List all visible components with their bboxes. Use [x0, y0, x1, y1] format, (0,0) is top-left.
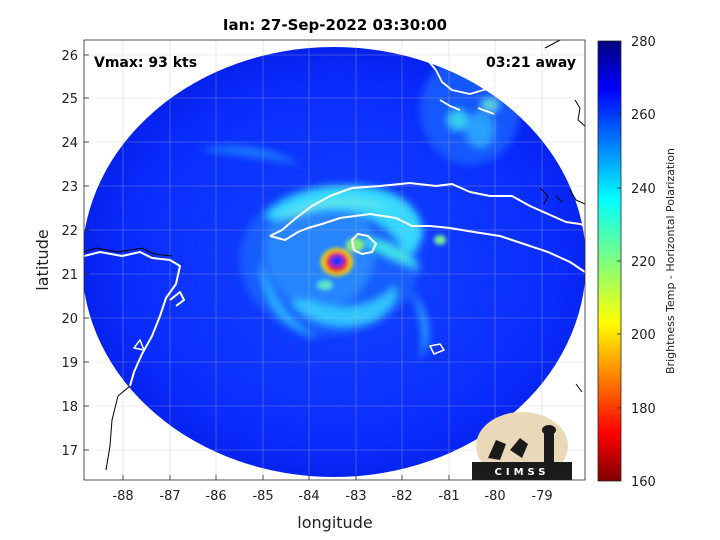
- x-tick-label: -81: [438, 489, 459, 504]
- y-tick-label: 18: [61, 400, 78, 415]
- y-tick-label: 23: [61, 180, 78, 195]
- x-axis-ticks: [122, 475, 543, 480]
- y-tick-label: 24: [61, 136, 78, 151]
- map-panel: CIMSS: [84, 40, 585, 480]
- x-tick-label: -87: [159, 489, 180, 504]
- x-tick-label: -82: [391, 489, 412, 504]
- plot-title: Ian: 27-Sep-2022 03:30:00: [223, 16, 447, 34]
- y-tick-label: 22: [61, 224, 78, 239]
- y-tick-label: 26: [61, 49, 78, 64]
- cimss-logo-text: CIMSS: [495, 467, 550, 478]
- plot-frame: [83, 39, 586, 481]
- colorbar: 280 260 240 220 200 180 160 Brightness T…: [597, 35, 677, 490]
- x-tick-label: -79: [531, 489, 552, 504]
- x-axis-label: longitude: [297, 513, 372, 532]
- y-axis-ticks: [84, 54, 89, 451]
- colorbar-tick-label: 180: [631, 402, 656, 417]
- coastline-florida-outer: [544, 40, 585, 205]
- microwave-swath: [84, 47, 585, 477]
- x-tick-label: -85: [252, 489, 273, 504]
- x-tick-label: -80: [484, 489, 505, 504]
- colorbar-label: Brightness Temp - Horizontal Polarizatio…: [664, 148, 677, 374]
- x-tick-label: -84: [298, 489, 319, 504]
- coastline-bahamas: [539, 187, 583, 393]
- x-tick-label: -86: [205, 489, 226, 504]
- colorbar-tick-label: 280: [631, 35, 656, 50]
- coastline-isle-of-youth: [351, 233, 377, 255]
- coastline-florida: [419, 40, 546, 115]
- y-tick-label: 20: [61, 312, 78, 327]
- x-tick-label: -83: [345, 489, 366, 504]
- x-tick-label: -88: [112, 489, 133, 504]
- y-tick-label: 19: [61, 356, 78, 371]
- coastline-yucatan-outer: [84, 247, 173, 471]
- vmax-annotation: Vmax: 93 kts: [94, 55, 197, 71]
- y-tick-label: 21: [61, 268, 78, 283]
- time-away-annotation: 03:21 away: [486, 55, 576, 71]
- y-tick-label: 17: [61, 444, 78, 459]
- cimss-logo: CIMSS: [472, 412, 572, 480]
- colorbar-tick-label: 220: [631, 255, 656, 270]
- coastline-yucatan: [84, 251, 185, 387]
- colorbar-tick-label: 160: [631, 475, 656, 490]
- y-axis-label: latitude: [33, 229, 52, 290]
- y-tick-label: 25: [61, 92, 78, 107]
- coastline-cuba: [269, 182, 585, 273]
- colorbar-tick-label: 240: [631, 182, 656, 197]
- colorbar-tick-label: 200: [631, 328, 656, 343]
- colorbar-tick-label: 260: [631, 108, 656, 123]
- coastlines: [84, 40, 585, 471]
- coastline-islands: [133, 339, 445, 355]
